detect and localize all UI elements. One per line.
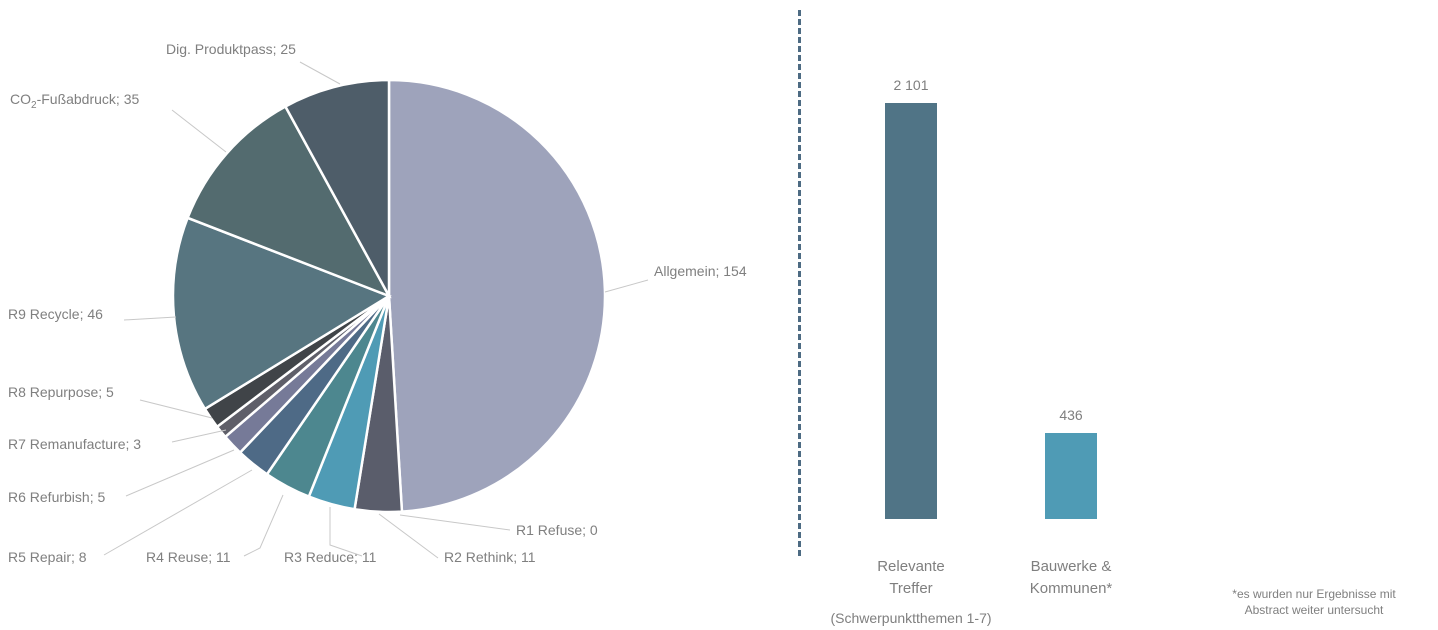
pie-label-allgemein: Allgemein; 154 xyxy=(654,263,747,279)
pie-chart: Allgemein; 154 R1 Refuse; 0 R2 Rethink; 11… xyxy=(8,41,747,565)
bar-category-label-2: Bauwerke & Kommunen* xyxy=(991,556,1151,600)
pie-leader-co2-fu-abdruck xyxy=(171,109,227,153)
bar-category-label-2-line-1: Bauwerke & xyxy=(1030,558,1112,575)
pie-label-r9-recycle: R9 Recycle; 46 xyxy=(8,306,103,322)
pie-leader-r7-remanufacture xyxy=(171,429,227,443)
pie-leader-allgemein xyxy=(604,279,649,293)
pie-label-dig-produktpass: Dig. Produktpass; 25 xyxy=(166,41,296,57)
pie-label-r3-reduce: R3 Reduce; 11 xyxy=(284,549,377,565)
pie-leader-r6-refurbish xyxy=(125,449,235,497)
pie-leader-r3-reduce xyxy=(329,507,363,557)
footnote-line-1: *es wurden nur Ergebnisse mit xyxy=(1232,587,1396,601)
pie-label-co2-fu-abdruck: CO2-Fußabdruck; 35 xyxy=(10,91,139,111)
footnote: *es wurden nur Ergebnisse mit Abstract w… xyxy=(1190,586,1438,618)
pie-leader-dig-produktpass xyxy=(299,61,341,85)
pie-label-r8-repurpose: R8 Repurpose; 5 xyxy=(8,384,114,400)
pie-label-r4-reuse: R4 Reuse; 11 xyxy=(146,549,231,565)
pie-leader-r4-reuse xyxy=(243,494,284,557)
bar-2 xyxy=(1045,432,1097,519)
pie-label-r2-rethink: R2 Rethink; 11 xyxy=(444,549,536,565)
bar-category-label-2-line-2: Kommunen* xyxy=(1029,580,1113,597)
bar-category-label-1-line-1: Relevante xyxy=(877,558,945,575)
footnote-line-2: Abstract weiter untersucht xyxy=(1244,603,1384,617)
bar-category-label-1-line-2: Treffer xyxy=(889,580,933,597)
bar-category-label-1: Relevante Treffer xyxy=(831,556,991,600)
bar-value-label-2: 436 xyxy=(1059,406,1083,423)
dashed-divider xyxy=(798,10,801,556)
pie-label-r5-repair: R5 Repair; 8 xyxy=(8,549,87,565)
pie-leader-r9-recycle xyxy=(123,316,177,321)
bar-1 xyxy=(885,103,937,519)
bar-category-subnote: (Schwerpunktthemen 1-7) xyxy=(830,610,992,626)
bar-value-label-1: 2 101 xyxy=(893,77,929,93)
pie-leader-r8-repurpose xyxy=(139,399,213,419)
pie-leader-r1-refuse xyxy=(399,514,511,531)
pie-label-r1-refuse: R1 Refuse; 0 xyxy=(516,522,598,538)
pie-slice-r9-recycle xyxy=(171,216,392,411)
pie-leader-r5-repair xyxy=(103,469,253,556)
pie-leader-r2-rethink xyxy=(378,513,439,559)
pie-slice-allgemein xyxy=(387,78,607,513)
pie-slice-co2-fu-abdruck xyxy=(186,104,392,299)
pie-label-r7-remanufacture: R7 Remanufacture; 3 xyxy=(8,436,141,452)
pie-label-r6-refurbish: R6 Refurbish; 5 xyxy=(8,489,105,505)
pie-slice-dig-produktpass xyxy=(283,78,391,297)
